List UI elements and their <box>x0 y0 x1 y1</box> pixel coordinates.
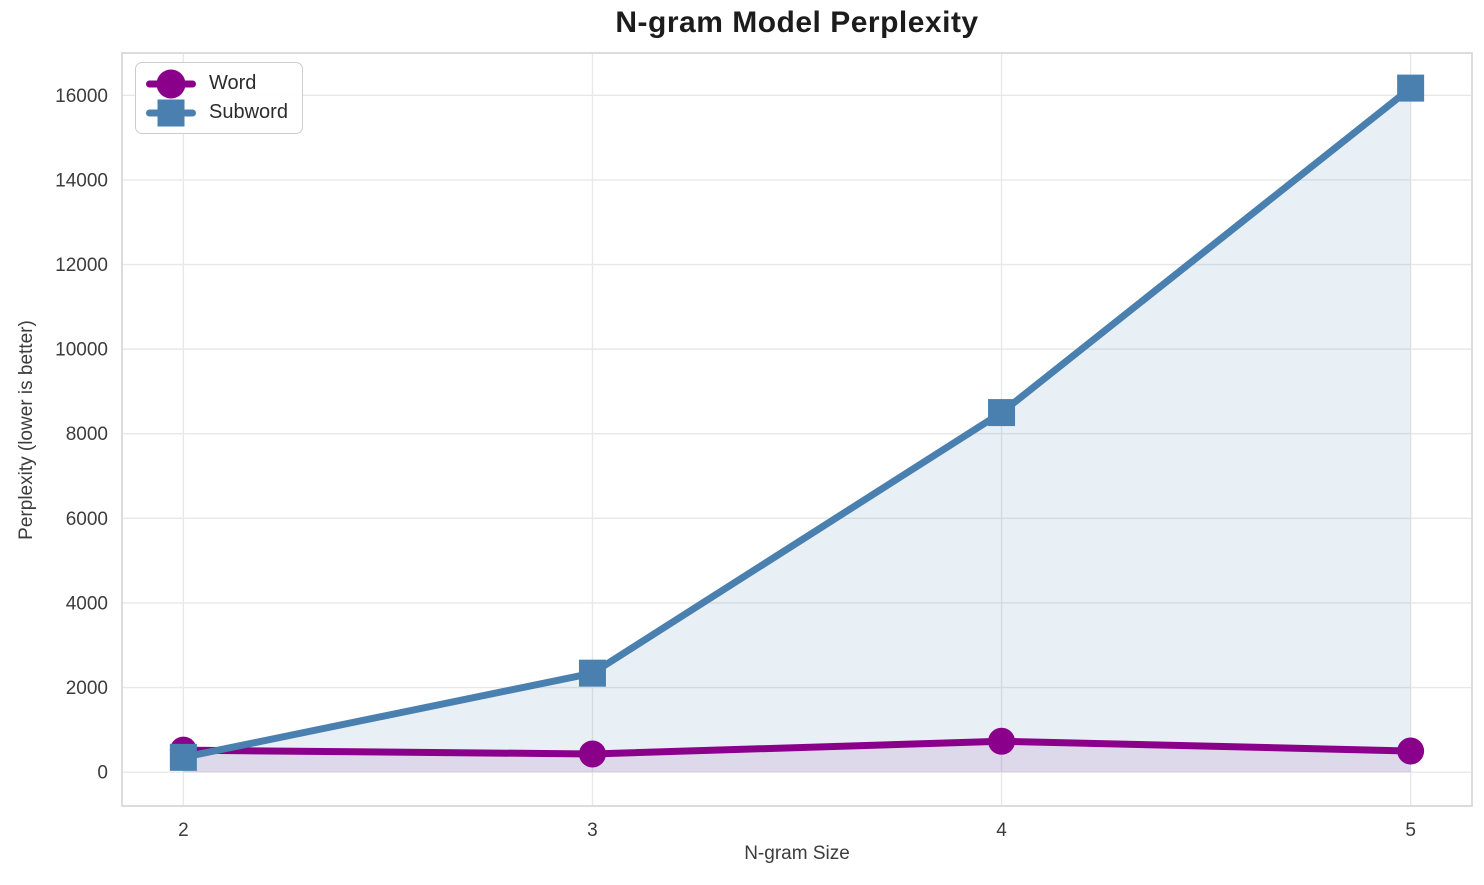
y-tick-label: 8000 <box>66 424 108 445</box>
legend: Word Subword <box>135 62 303 134</box>
line-word <box>179 737 1415 758</box>
y-tick-label: 16000 <box>55 86 108 107</box>
data-point-word <box>988 727 1016 755</box>
x-tick-label: 5 <box>1405 820 1416 841</box>
line-subword <box>179 84 1415 761</box>
y-tick-label: 0 <box>97 763 108 784</box>
legend-label-word: Word <box>209 72 257 94</box>
legend-label-subword: Subword <box>209 101 288 123</box>
data-point-word <box>1397 737 1425 765</box>
legend-item-subword: Subword <box>146 99 290 126</box>
y-tick-label: 6000 <box>66 509 108 530</box>
chart-title: N-gram Model Perplexity <box>615 6 979 39</box>
subword-square-marker-icon <box>146 98 196 128</box>
data-point-subword <box>578 659 606 687</box>
x-tick-label: 4 <box>996 820 1007 841</box>
plot-border <box>121 52 1473 807</box>
area-fill-subword <box>183 88 1411 773</box>
x-axis-label: N-gram Size <box>744 843 850 864</box>
y-tick-label: 2000 <box>66 678 108 699</box>
y-tick-label: 14000 <box>55 170 108 191</box>
y-tick-label: 4000 <box>66 593 108 614</box>
word-circle-marker-icon <box>146 69 196 99</box>
x-tick-label: 3 <box>587 820 598 841</box>
data-point-word <box>578 740 606 768</box>
y-axis-label: Perplexity (lower is better) <box>16 320 37 540</box>
legend-item-word: Word <box>146 69 290 99</box>
data-point-subword <box>988 399 1016 427</box>
y-tick-label: 12000 <box>55 255 108 276</box>
x-tick-label: 2 <box>178 820 189 841</box>
data-point-subword <box>1397 74 1425 102</box>
area-fill-word <box>183 741 1411 773</box>
y-tick-label: 10000 <box>55 340 108 361</box>
data-point-subword <box>169 743 197 771</box>
